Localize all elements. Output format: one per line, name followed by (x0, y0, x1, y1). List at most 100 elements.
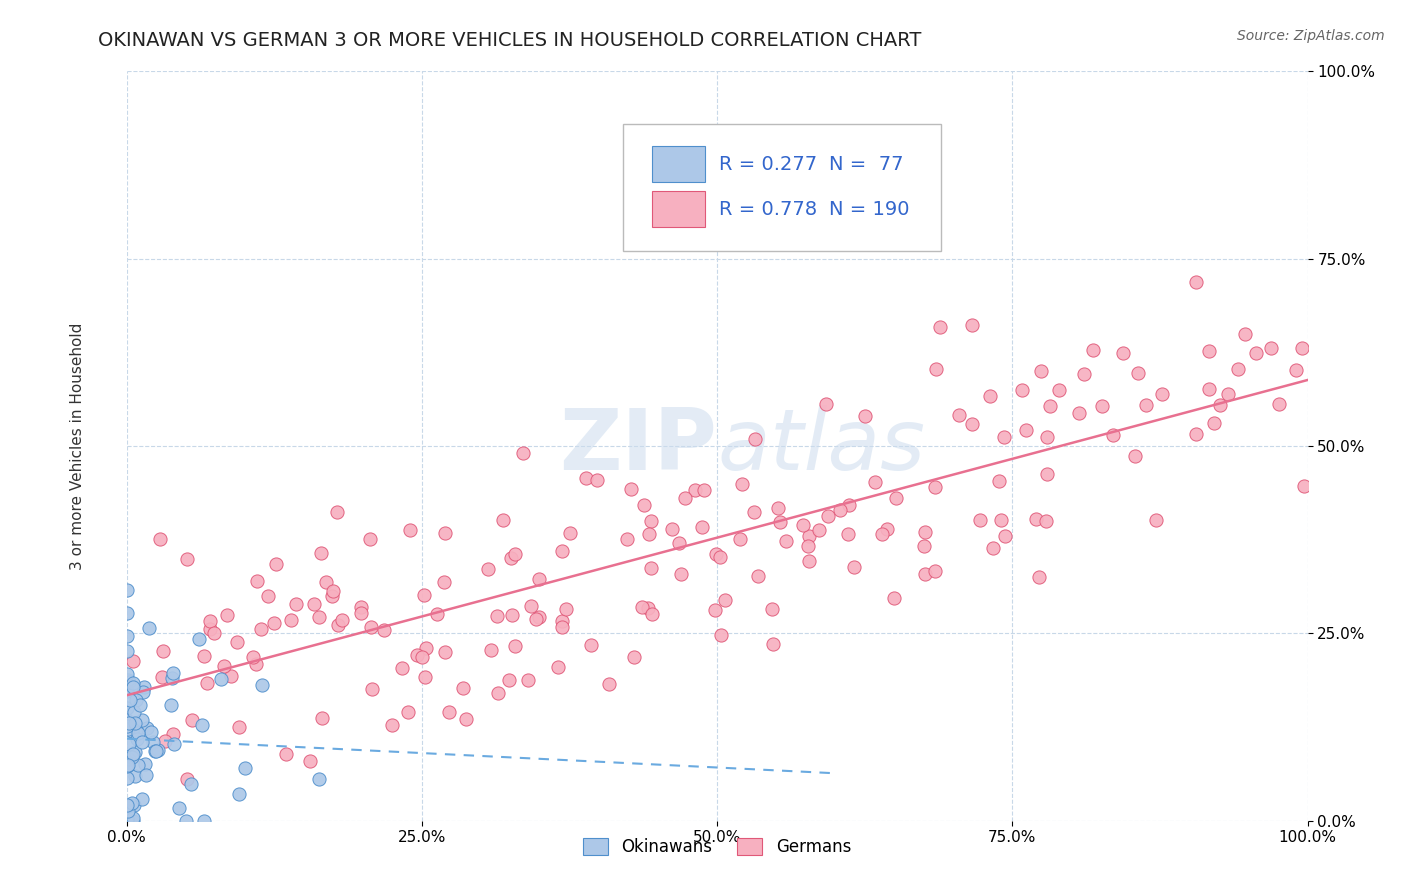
Point (115, 713, 138, 727)
Point (426, 607, 449, 622)
Point (181, 713, 204, 727)
Point (797, 539, 820, 553)
Point (115, 715, 138, 730)
Point (202, 626, 225, 640)
Point (969, 513, 991, 527)
Point (503, 547, 526, 561)
Point (631, 600, 654, 615)
Point (115, 814, 138, 828)
Point (1216, 387, 1239, 401)
Point (1144, 513, 1167, 527)
Point (152, 643, 174, 657)
Point (1285, 363, 1308, 377)
Point (328, 617, 350, 632)
Point (159, 698, 181, 713)
Point (138, 621, 160, 635)
Point (121, 811, 143, 825)
Point (143, 744, 166, 758)
Point (486, 685, 509, 699)
Point (555, 602, 578, 616)
Point (117, 757, 139, 772)
Point (190, 717, 212, 731)
Point (228, 787, 250, 801)
Point (263, 616, 285, 631)
Point (807, 524, 830, 538)
Point (246, 574, 269, 589)
Point (433, 574, 456, 589)
Point (308, 610, 330, 624)
Point (486, 609, 509, 624)
Point (115, 582, 138, 597)
Point (876, 522, 898, 536)
Point (242, 650, 264, 665)
Point (925, 362, 948, 376)
Point (276, 747, 298, 761)
Point (574, 471, 596, 485)
Point (180, 777, 202, 791)
Point (884, 491, 907, 505)
Point (586, 473, 609, 487)
Point (200, 614, 222, 628)
Point (124, 745, 146, 759)
Point (115, 683, 138, 698)
Point (638, 526, 661, 541)
Point (228, 720, 250, 734)
Point (136, 721, 159, 735)
Text: N =  77: N = 77 (830, 155, 904, 174)
Point (148, 743, 170, 757)
Point (359, 532, 381, 546)
Point (524, 612, 547, 626)
Point (250, 622, 273, 636)
Point (115, 644, 138, 658)
Point (1067, 406, 1090, 420)
Point (948, 409, 970, 423)
Point (406, 648, 429, 662)
Point (619, 482, 641, 496)
Point (226, 635, 249, 649)
Point (1208, 398, 1230, 412)
Point (838, 499, 860, 513)
Point (1011, 383, 1033, 397)
Point (115, 666, 138, 681)
Point (122, 705, 145, 719)
Point (547, 660, 569, 674)
Bar (652, 146, 706, 182)
Point (527, 572, 550, 586)
Point (132, 680, 155, 694)
Point (870, 526, 893, 541)
Point (516, 673, 538, 688)
Point (551, 544, 574, 558)
Point (703, 603, 725, 617)
Point (520, 599, 543, 614)
Point (193, 814, 215, 828)
Point (360, 620, 382, 634)
Point (124, 715, 146, 730)
Point (560, 526, 582, 541)
Point (799, 529, 821, 543)
Point (381, 718, 404, 732)
Point (481, 643, 503, 657)
Point (299, 754, 322, 768)
Point (391, 660, 413, 674)
Point (962, 318, 984, 332)
Point (131, 735, 153, 749)
Point (118, 737, 141, 751)
Point (1112, 346, 1135, 360)
Point (855, 409, 877, 424)
Point (863, 475, 886, 489)
Point (768, 501, 790, 516)
Point (142, 735, 165, 749)
Point (527, 610, 550, 624)
Point (118, 716, 141, 731)
Point (193, 648, 215, 663)
Point (122, 676, 145, 690)
Point (115, 799, 138, 814)
Point (728, 533, 751, 547)
Point (122, 797, 145, 812)
Text: ZIP: ZIP (560, 404, 717, 488)
Text: Source: ZipAtlas.com: Source: ZipAtlas.com (1237, 29, 1385, 43)
Point (1102, 427, 1125, 442)
Point (132, 685, 155, 699)
Point (118, 752, 141, 766)
Point (731, 476, 754, 491)
